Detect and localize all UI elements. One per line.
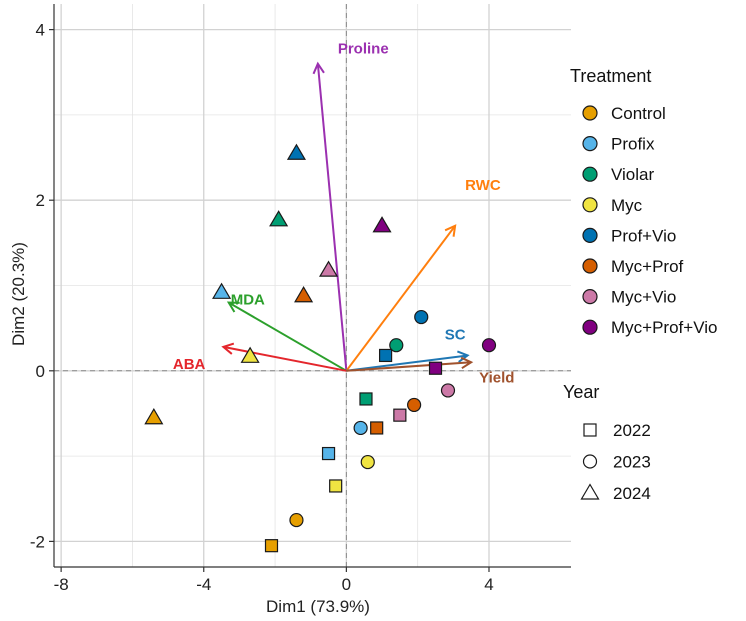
vector-sc-line: [346, 354, 468, 372]
year-legend-key: [583, 423, 597, 437]
variable-vectors: Proline RWC MDA ABA SC Yield: [173, 41, 515, 387]
data-point: [240, 346, 260, 363]
year-legend-key: [582, 454, 598, 469]
x-tick-label: -4: [196, 575, 211, 594]
vector-mda-label: MDA: [231, 292, 265, 309]
x-tick-label: 0: [342, 575, 351, 594]
treatment-legend-label: Myc: [611, 196, 643, 215]
vector-proline-line: [316, 63, 348, 371]
legend: Treatment Year Control Profix Violar Myc Pro…: [563, 66, 717, 503]
vector-yield-label: Yield: [479, 369, 514, 386]
y-axis-title: Dim2 (20.3%): [9, 242, 28, 346]
treatment-legend-label: Profix: [611, 135, 655, 154]
vector-aba-label: ABA: [173, 356, 206, 373]
year-legend-title: Year: [563, 382, 599, 402]
treatment-legend-key: [582, 319, 598, 335]
data-point: [144, 408, 164, 425]
axes: -8 -4 0 4 -2 0 2 4: [30, 4, 571, 594]
data-point: [372, 216, 392, 233]
y-tick-label: 4: [36, 21, 45, 40]
x-axis-title: Dim1 (73.9%): [266, 597, 370, 616]
treatment-legend-label: Violar: [611, 165, 654, 184]
vector-sc-label: SC: [445, 326, 466, 343]
data-point: [393, 408, 407, 422]
data-point: [481, 338, 497, 353]
data-point: [321, 446, 336, 461]
vector-mda-line: [228, 301, 347, 372]
year-legend-label: 2022: [613, 421, 651, 440]
x-tick-label: 4: [484, 575, 493, 594]
data-point: [289, 512, 304, 528]
treatment-legend-key: [582, 258, 598, 274]
year-legend-label: 2024: [613, 484, 651, 503]
grid-lines: [54, 4, 571, 567]
treatment-legend-label: Prof+Vio: [611, 226, 676, 245]
treatment-legend-label: Myc+Prof+Vio: [611, 318, 717, 337]
vector-rwc-arrowhead: [444, 224, 457, 237]
y-tick-label: -2: [30, 532, 45, 551]
vector-aba-arrowhead: [221, 342, 235, 355]
data-point: [294, 286, 314, 303]
vector-yield-arrowhead: [460, 356, 474, 370]
data-point: [329, 479, 343, 493]
y-tick-label: 0: [36, 362, 45, 381]
treatment-legend-key: [582, 136, 598, 152]
data-point: [269, 210, 289, 227]
treatment-legend-label: Myc+Vio: [611, 288, 676, 307]
treatment-legend-label: Control: [611, 104, 666, 123]
treatment-legend-label: Myc+Prof: [611, 257, 684, 276]
treatment-legend-key: [582, 166, 598, 182]
treatment-legend-key: [582, 227, 598, 243]
data-point: [360, 454, 375, 470]
vector-rwc-line: [345, 225, 456, 372]
data-point: [264, 539, 279, 553]
vector-sc-arrowhead: [456, 350, 470, 363]
treatment-legend-title: Treatment: [570, 66, 651, 86]
data-point: [286, 143, 307, 160]
x-tick-label: -8: [54, 575, 69, 594]
vector-proline-label: Proline: [338, 41, 389, 58]
data-point: [359, 392, 373, 406]
vector-aba-line: [223, 345, 347, 372]
data-point: [428, 361, 443, 375]
data-point: [414, 309, 429, 325]
data-point: [407, 397, 422, 413]
data-point: [389, 338, 404, 353]
treatment-legend-key: [582, 289, 598, 305]
observation-points: [144, 143, 497, 553]
treatment-legend-key: [582, 105, 598, 121]
year-legend-key: [580, 483, 600, 500]
data-point: [318, 260, 339, 277]
vector-proline-arrowhead: [312, 61, 325, 75]
data-point: [440, 383, 456, 398]
vector-mda-arrowhead: [226, 301, 240, 313]
vector-yield-line: [346, 361, 472, 372]
treatment-legend-key: [582, 197, 598, 213]
y-tick-label: 2: [36, 191, 45, 210]
data-point: [378, 348, 393, 363]
year-legend-label: 2023: [613, 453, 651, 472]
vector-rwc-label: RWC: [465, 177, 501, 194]
data-point: [370, 421, 384, 435]
data-point: [212, 282, 232, 299]
data-point: [353, 420, 368, 436]
